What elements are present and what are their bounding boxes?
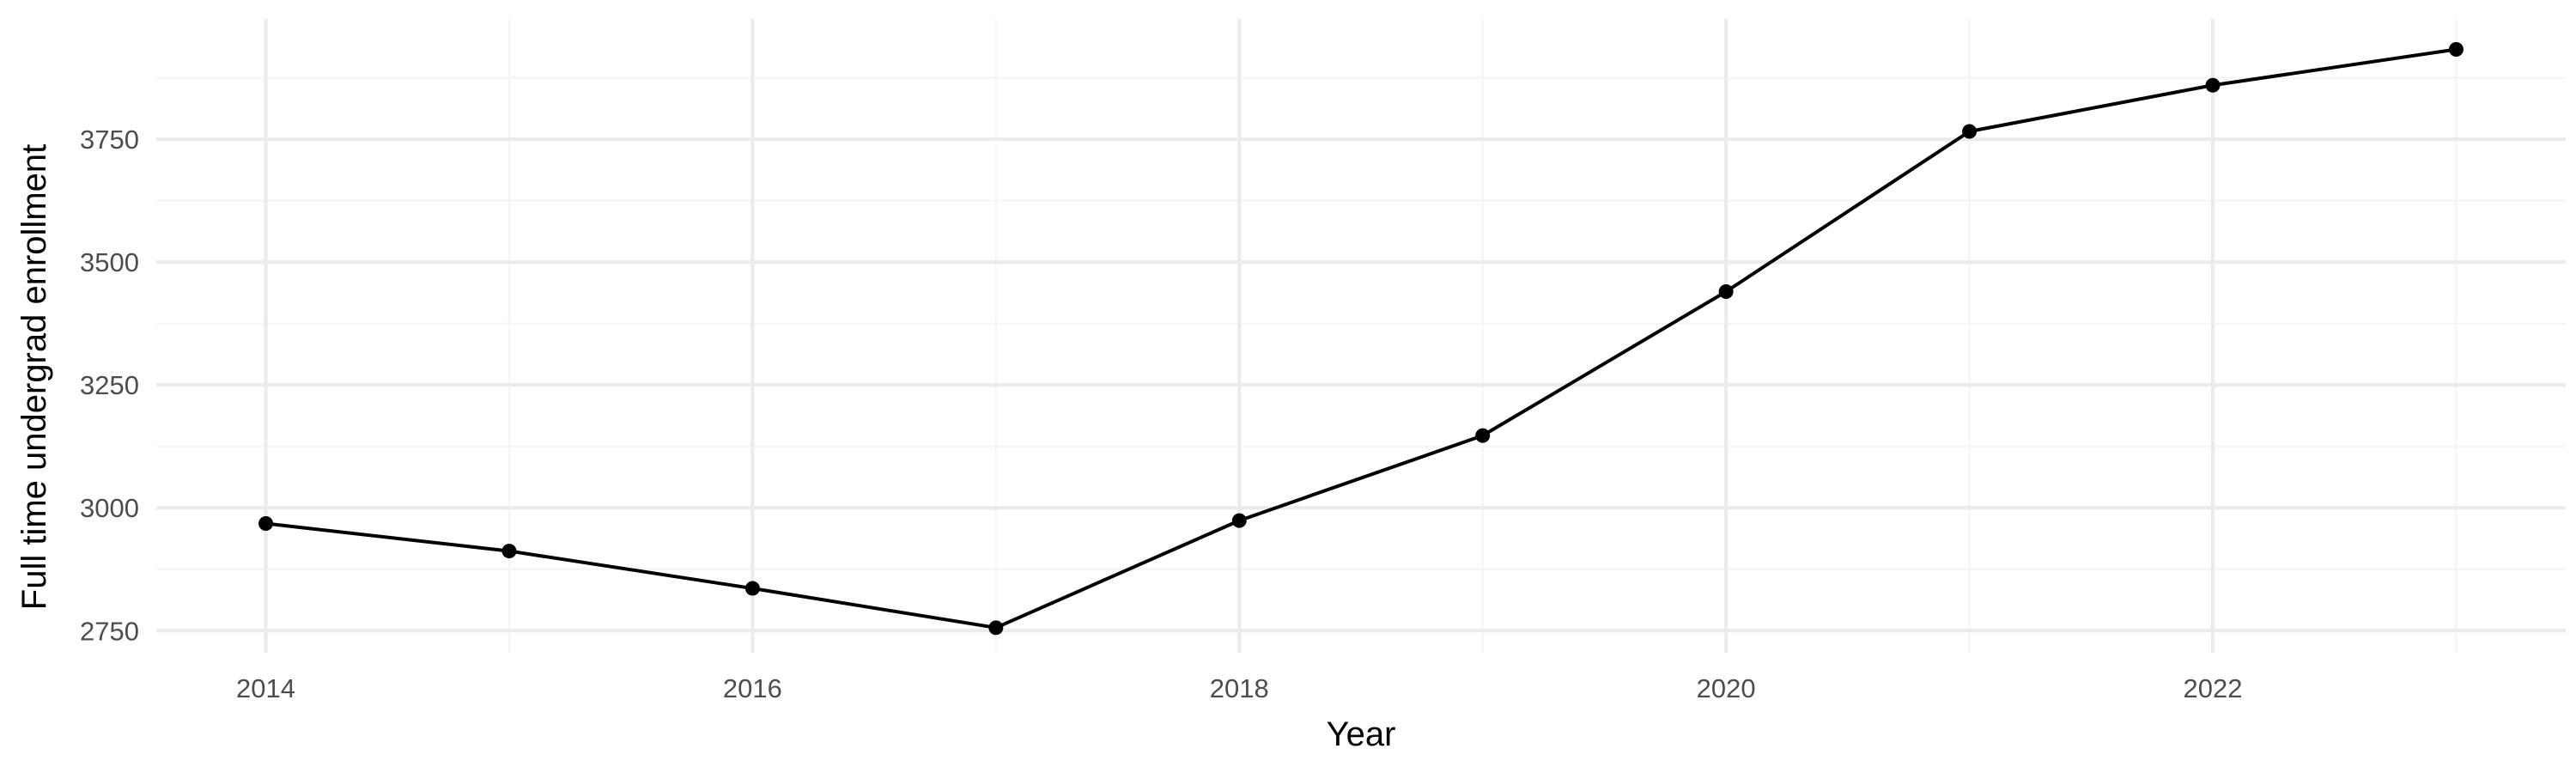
x-tick-label: 2020	[1697, 673, 1756, 703]
y-tick-label: 3000	[80, 493, 139, 523]
y-axis-title: Full time undergrad enrollment	[15, 144, 53, 610]
data-point	[1231, 513, 1247, 528]
series-line	[265, 47, 2457, 630]
y-tick-label: 3250	[80, 370, 139, 400]
grid-minor	[156, 19, 2566, 653]
y-tick-label: 3500	[80, 247, 139, 277]
y-axis-tick-labels: 2750 3000 3250 3500 3750	[80, 125, 139, 646]
x-axis-title: Year	[1327, 715, 1396, 753]
grid-major	[156, 19, 2566, 653]
data-point	[744, 581, 760, 596]
data-point	[1718, 284, 1734, 300]
x-tick-label: 2014	[236, 673, 295, 703]
series-line-group	[265, 47, 2457, 630]
data-point	[2448, 41, 2464, 57]
data-point	[988, 620, 1004, 636]
x-tick-label: 2022	[2184, 673, 2243, 703]
data-point	[1962, 124, 1978, 139]
data-point	[2205, 77, 2221, 93]
y-tick-label: 3750	[80, 125, 139, 155]
data-point	[258, 516, 274, 532]
x-tick-label: 2018	[1210, 673, 1269, 703]
x-axis-tick-labels: 2014 2016 2018 2020 2022	[236, 673, 2242, 703]
y-tick-label: 2750	[80, 616, 139, 646]
x-tick-label: 2016	[723, 673, 782, 703]
data-point	[501, 544, 517, 559]
series-points-group	[258, 41, 2464, 636]
data-point	[1475, 428, 1491, 443]
